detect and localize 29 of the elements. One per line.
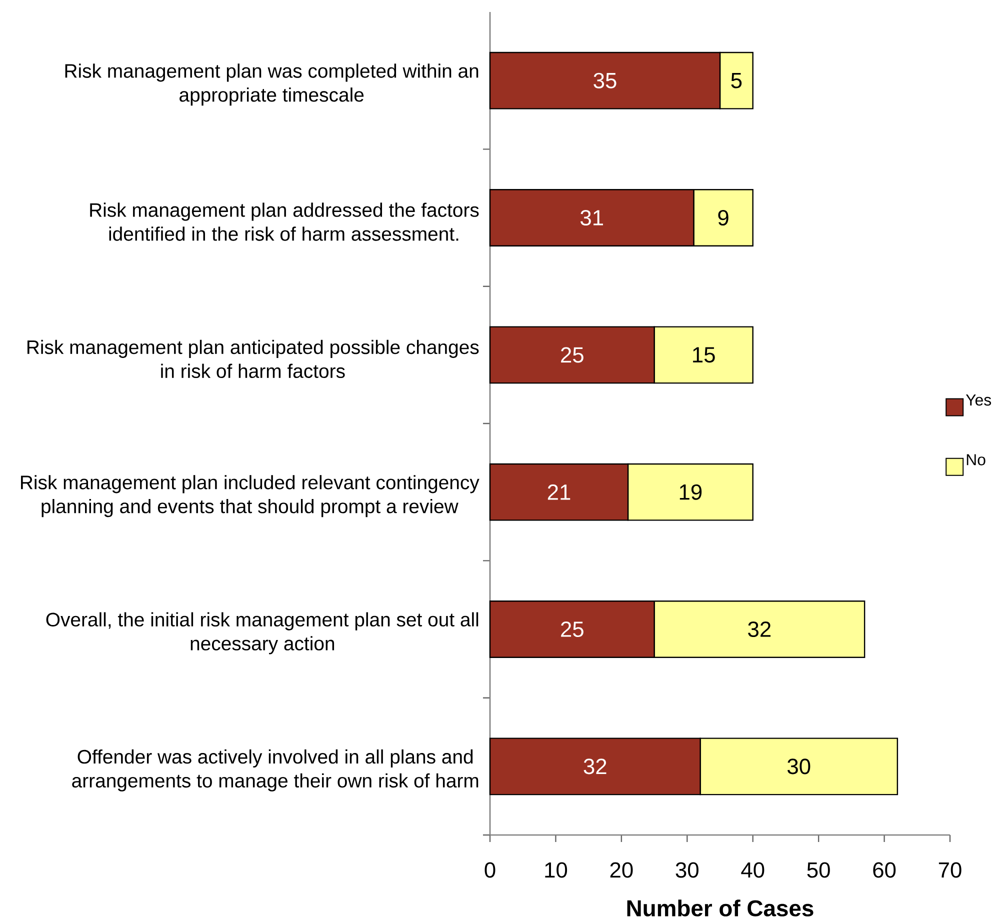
y-tick-label: Risk management plan addressed the factors identified in the risk of harm assessment. bbox=[90, 202, 479, 241]
data-label: 32 bbox=[748, 621, 771, 638]
x-tick-label: 70 bbox=[938, 862, 962, 878]
y-tick-label: Risk management plan included relevant contingency planning and events that should prompt a review bbox=[21, 475, 480, 518]
x-tick-label: 0 bbox=[484, 862, 496, 878]
y-tick-label: Risk management plan anticipated possible changes in risk of harm factors bbox=[27, 340, 479, 378]
x-tick-label: 40 bbox=[741, 862, 764, 878]
data-label: 19 bbox=[680, 484, 702, 500]
data-label: 32 bbox=[584, 758, 606, 774]
x-tick-label: 10 bbox=[545, 862, 568, 878]
data-label: 31 bbox=[580, 210, 603, 226]
x-tick-label: 20 bbox=[610, 862, 633, 878]
legend-label: Yes bbox=[966, 394, 992, 406]
x-axis-title: Number of Cases bbox=[627, 900, 814, 916]
x-tick-label: 60 bbox=[873, 862, 896, 878]
y-tick-label: Risk management plan was completed within an appropriate timescale bbox=[65, 64, 478, 106]
x-tick-label: 50 bbox=[807, 862, 830, 878]
data-label: 35 bbox=[594, 72, 616, 88]
data-label: 9 bbox=[718, 210, 728, 226]
data-label: 15 bbox=[693, 347, 715, 363]
legend-label: No bbox=[966, 454, 986, 466]
data-label: 30 bbox=[788, 758, 810, 774]
data-label: 25 bbox=[561, 621, 584, 638]
x-tick-label: 30 bbox=[676, 862, 698, 878]
y-tick-label: Overall, the initial risk management plan set out all necessary action bbox=[46, 612, 478, 654]
data-label: 25 bbox=[561, 347, 584, 363]
data-label: 5 bbox=[731, 72, 742, 88]
y-tick-label: Offender was actively involved in all plans and arrangements to manage their own risk of harm bbox=[72, 749, 478, 792]
data-label: 21 bbox=[548, 484, 570, 500]
